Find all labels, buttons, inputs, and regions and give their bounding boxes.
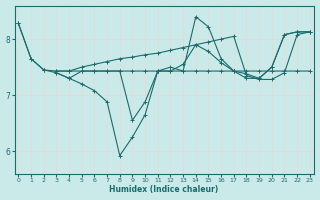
X-axis label: Humidex (Indice chaleur): Humidex (Indice chaleur) <box>109 185 219 194</box>
